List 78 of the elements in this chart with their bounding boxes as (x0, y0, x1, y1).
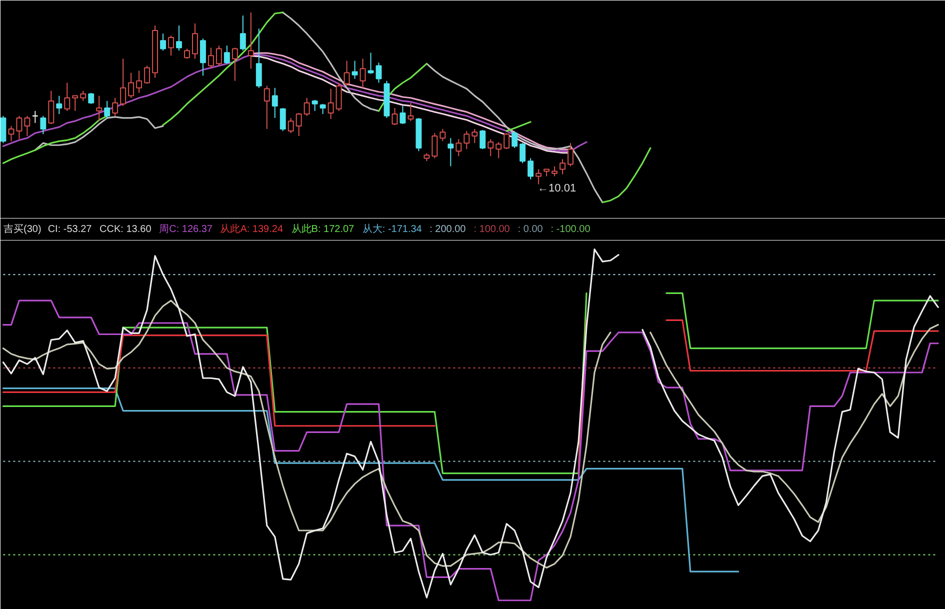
candlestick (408, 102, 414, 122)
candlestick (176, 25, 182, 52)
text: : 200.00 (430, 224, 466, 235)
candlestick (216, 45, 222, 66)
candlestick (368, 52, 374, 74)
candlestick (528, 158, 534, 180)
candlestick (504, 132, 510, 150)
text: : -100.00 (550, 224, 591, 235)
candlestick (456, 138, 462, 157)
candlestick (24, 115, 30, 137)
candlestick (360, 58, 366, 88)
candlestick (304, 97, 310, 116)
candlestick (200, 38, 206, 76)
candlestick (48, 90, 54, 124)
candlestick (560, 158, 566, 175)
candlestick (184, 48, 190, 60)
candlestick (312, 99, 318, 112)
candlestick (224, 45, 230, 64)
text: 从此A: 139.24 (220, 223, 284, 235)
candlestick (160, 33, 166, 52)
candlestick (240, 15, 246, 52)
candlestick (208, 47, 214, 68)
candlestick (120, 58, 126, 106)
text: 从此B: 172.07 (291, 223, 355, 235)
candlestick (400, 105, 406, 124)
candlestick (448, 138, 454, 167)
candlestick (512, 130, 518, 149)
candlestick (280, 108, 286, 132)
text: 从大: -171.34 (362, 223, 422, 235)
candlestick (0, 115, 6, 144)
candlestick (128, 72, 134, 98)
candlestick (64, 82, 70, 112)
candlestick (464, 130, 470, 150)
candlestick (320, 103, 326, 115)
candlestick (112, 97, 118, 116)
candlestick (192, 22, 198, 60)
text: : 100.00 (474, 224, 510, 235)
text: CCK: 13.60 (100, 224, 152, 235)
candlestick (96, 95, 102, 122)
candlestick (520, 142, 526, 164)
candlestick (40, 115, 46, 135)
candlestick (472, 128, 478, 144)
candlestick (272, 87, 278, 118)
candlestick (136, 70, 142, 94)
candlestick (480, 130, 486, 150)
text: 周C: 126.37 (159, 224, 213, 235)
candlestick (248, 12, 254, 70)
candlestick (72, 95, 78, 112)
candlestick (88, 92, 94, 104)
candlestick (352, 60, 358, 80)
candlestick (8, 126, 14, 142)
candlestick (328, 88, 334, 120)
candlestick (344, 60, 350, 86)
candlestick (488, 138, 494, 157)
candlestick (232, 47, 238, 82)
candlestick (552, 166, 558, 177)
candlestick (168, 35, 174, 56)
candlestick (256, 28, 262, 88)
candlestick (432, 132, 438, 159)
candlestick (144, 65, 150, 84)
text: : 0.00 (518, 224, 544, 235)
candlestick (568, 142, 574, 167)
candlestick (440, 128, 446, 142)
annotation: ←10.01 (538, 182, 576, 194)
candlestick (264, 85, 270, 130)
candlestick (104, 100, 110, 120)
candlestick (296, 112, 302, 137)
candlestick (536, 168, 542, 185)
candlestick (496, 142, 502, 159)
candlestick (16, 115, 22, 140)
candlestick (288, 117, 294, 134)
text: CI: -53.27 (48, 224, 92, 235)
candlestick (80, 90, 86, 102)
candlestick (376, 62, 382, 84)
candlestick (392, 108, 398, 126)
candlestick (336, 82, 342, 112)
chart-title: 吉买(30) (4, 223, 42, 235)
candlestick (56, 95, 62, 115)
